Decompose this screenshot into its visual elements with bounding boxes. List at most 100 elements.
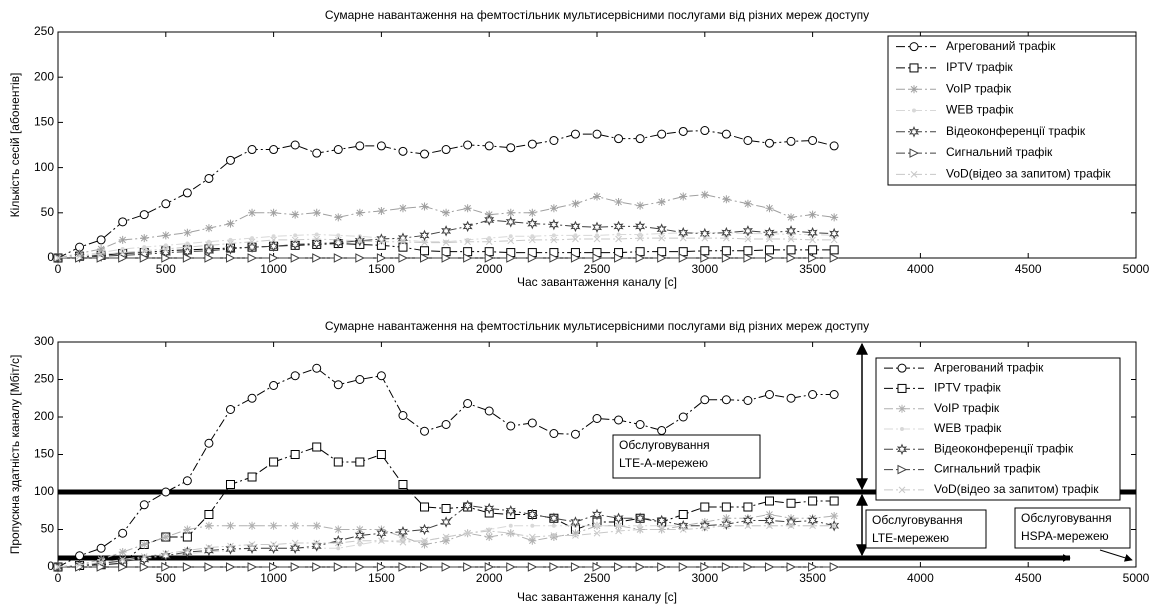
marker [909,63,919,73]
marker [484,253,495,263]
marker [441,225,452,237]
marker [699,519,710,532]
marker [269,145,279,155]
marker [807,514,818,527]
marker [441,145,451,155]
marker [593,192,601,201]
marker [657,197,666,206]
marker [616,232,621,237]
marker [678,510,688,519]
y-tick-label: 300 [34,334,54,348]
marker [463,140,473,150]
marker [592,562,603,572]
series-line [57,525,835,568]
marker [247,393,257,403]
marker [333,253,344,263]
x-tick-label: 4000 [907,262,934,276]
marker [506,562,516,572]
marker [829,141,839,151]
x-tick-label: 500 [156,262,176,276]
marker [312,442,322,452]
marker [900,427,904,431]
marker [506,421,516,431]
y-tick-label: 200 [34,409,54,423]
marker [162,245,170,253]
marker [527,418,537,428]
legend-label: Агрегований трафік [934,360,1044,374]
marker [376,233,387,245]
marker [764,253,775,263]
marker [334,539,342,547]
marker [765,204,774,213]
marker [743,199,752,208]
marker [657,426,667,435]
marker [571,199,580,208]
x-tick-label: 1000 [260,262,287,276]
marker [699,227,710,240]
marker [271,234,276,239]
marker [290,253,301,263]
marker [548,218,559,231]
marker [225,405,235,414]
marker [485,527,493,535]
marker [312,521,321,530]
marker [897,464,908,475]
legend-label: WEB трафік [946,103,1014,117]
marker [204,224,213,233]
marker [441,562,452,572]
marker [809,236,816,244]
marker [484,141,494,151]
marker [250,236,255,241]
marker [830,236,838,244]
marker [291,539,299,547]
marker [184,547,191,554]
marker [743,135,753,145]
marker [786,498,796,508]
marker [635,220,646,233]
marker [764,138,774,148]
marker [593,235,601,243]
marker [227,240,234,247]
marker [313,539,321,547]
marker [161,199,171,209]
marker [226,521,235,530]
marker [357,542,362,547]
marker [721,518,732,531]
annotation-text: Обслуговування [872,513,963,527]
marker [658,526,666,533]
marker [356,537,364,545]
marker [528,533,536,541]
marker [290,562,301,572]
marker [334,236,342,244]
marker [721,226,732,239]
marker [592,253,603,263]
x-tick-label: 2000 [476,571,503,585]
marker [312,253,322,263]
marker [897,363,907,373]
marker [139,562,150,572]
marker [787,213,796,222]
marker [744,235,752,243]
marker [161,562,171,572]
legend-label: Відеоконференції трафік [934,441,1074,455]
marker [333,562,344,572]
marker [96,543,106,553]
marker [270,236,277,244]
marker [376,450,386,459]
marker [614,562,624,572]
marker [678,126,688,136]
marker [787,235,795,243]
marker [248,541,256,548]
marker [910,171,918,178]
marker [615,235,622,243]
marker [204,510,214,519]
marker [764,514,775,527]
marker [722,195,731,204]
marker [183,228,192,237]
marker [909,148,920,158]
marker [527,139,537,149]
x-tick-label: 1500 [368,571,395,585]
marker [420,502,430,512]
marker [830,512,839,520]
marker [527,253,538,263]
